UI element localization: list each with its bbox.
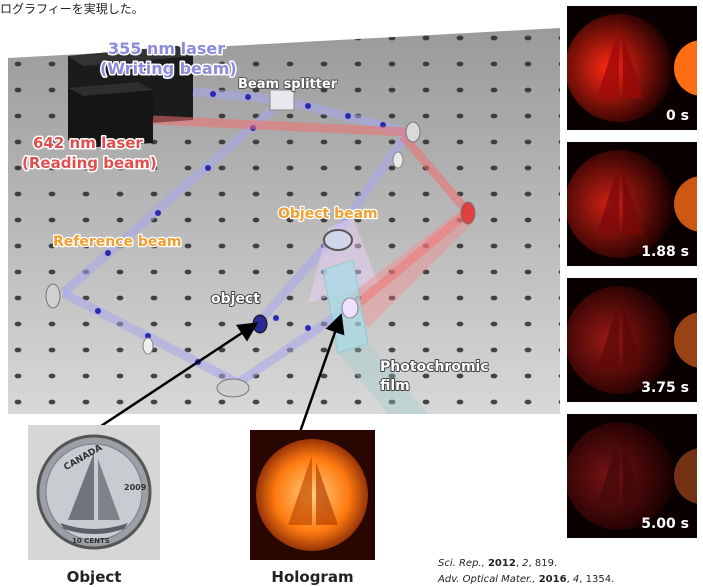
mirror-right-top [405,121,421,143]
reading-laser-label-2: (Reading beam) [22,154,157,172]
reading-beam-cone [348,208,473,328]
reading-laser-box [68,82,153,148]
ref1-vol: 2 [522,558,529,569]
hologram-frame: 5.00 s [567,414,697,538]
ref1-year: 2012 [487,558,516,569]
hologram-frame: 0 s [567,6,697,130]
ref2-pages: , 1354. [579,574,615,585]
ref1-pages: , 819. [528,558,558,569]
writing-laser-label-2: (Writing beam) [100,59,237,78]
hologram-caption: Hologram [271,568,354,586]
frame-time-label: 3.75 s [641,380,689,396]
reading-laser-label-1: 642 nm laser [33,134,143,152]
ref2-journal: Adv. Optical Mater., [438,574,539,585]
object-coin-photo: CANADA 2009 10 CENTS [28,425,160,560]
object-holder [252,314,268,334]
hologram-photo [250,430,375,560]
optical-setup-diagram: 355 nm laser (Writing beam) Beam splitte… [8,28,560,414]
frame-time-label: 1.88 s [641,244,689,260]
writing-laser-label-1: 355 nm laser [108,39,225,58]
beam-combiner-lens [341,297,359,319]
mirror-left [45,283,61,309]
reading-beam-path [152,115,472,312]
coin-value: 10 CENTS [72,537,110,545]
film-label-2: film [380,378,410,394]
reference-beam-label: Reference beam [53,234,181,250]
ref2-vol: 4 [572,574,580,585]
ref2-sep: , [566,574,573,585]
mirror-bottom [216,378,250,398]
beam-splitter-label: Beam splitter [238,77,338,92]
ref2-year: 2016 [538,574,567,585]
lens-small [392,151,404,169]
frame-time-label: 0 s [666,108,689,124]
object-beam-label: Object beam [278,206,378,222]
ref1-sep: , [515,558,523,569]
top-caption: ログラフィーを実現した。 [0,2,144,16]
hologram-frame: 3.75 s [567,278,697,402]
object-label: object [211,291,260,307]
reference-line-1: Sci. Rep., 2012, 2, 819. [438,558,557,569]
object-caption: Object [66,568,122,586]
reference-line-2: Adv. Optical Mater., 2016, 4, 1354. [438,574,614,585]
lens-object-beam [323,229,353,251]
mirror-red [460,201,476,225]
ref1-journal: Sci. Rep., [438,558,488,569]
frame-time-label: 5.00 s [641,516,689,532]
hologram-frame: 1.88 s [567,142,697,266]
coin-year: 2009 [124,483,147,492]
beam-splitter-cube [269,89,295,111]
film-label-1: Photochromic [380,359,489,375]
lens-reference [142,337,154,355]
